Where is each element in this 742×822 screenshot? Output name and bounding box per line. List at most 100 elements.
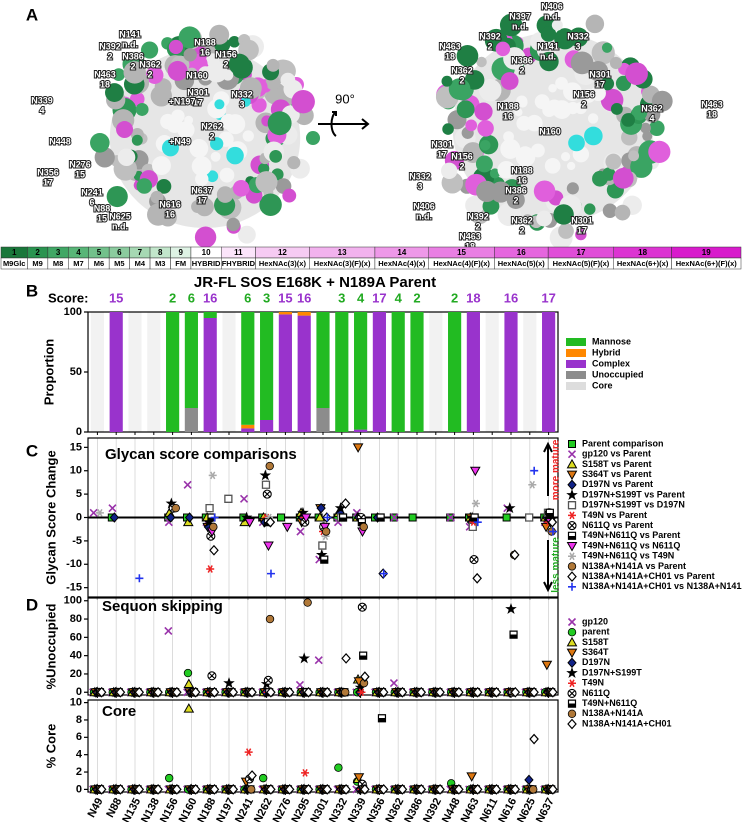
surface-patch: [555, 77, 568, 90]
site-score: 17: [43, 177, 53, 187]
legend-marker: [567, 531, 577, 540]
site-label: N463: [459, 231, 481, 241]
surface-patch: [500, 138, 521, 159]
surface-patch: [475, 155, 493, 173]
bar-segment: [241, 424, 255, 429]
surface-patch: [242, 130, 254, 142]
surface-patch: [255, 171, 278, 194]
surface-patch: [585, 14, 605, 34]
surface-patch: [237, 225, 256, 244]
surface-patch: [210, 137, 224, 151]
legend-marker: [568, 552, 576, 561]
surface-patch: [166, 116, 183, 133]
surface-patch: [239, 77, 262, 100]
legend-label: parent: [582, 627, 610, 637]
data-point: [108, 504, 117, 513]
chart-title: JR-FL SOS E168K + N189A Parent: [194, 274, 436, 291]
data-point: [360, 783, 370, 795]
legend-label: D197N+S199T vs D197N: [582, 500, 685, 510]
score: 3: [263, 290, 270, 305]
data-point: [228, 783, 239, 795]
surface-patch: [499, 13, 523, 37]
legend-label: N138A+N141A+CH01 vs N138A+N141A: [582, 581, 742, 591]
score-label: Score:: [48, 290, 88, 305]
y-axis-label: Proportion: [41, 339, 56, 405]
bar-segment: [260, 420, 274, 432]
surface-patch: [642, 131, 653, 142]
arrow-up: [543, 441, 553, 496]
data-point: [529, 785, 538, 794]
data-point: [469, 466, 481, 477]
data-point: [135, 574, 144, 583]
data-point: [239, 494, 249, 503]
score: 2: [413, 290, 420, 305]
data-point: [183, 678, 195, 689]
annotation: less mature: [551, 537, 562, 593]
data-point: [190, 783, 201, 795]
data-point: [529, 686, 539, 698]
key-name: M9: [32, 259, 42, 268]
data-point: [263, 541, 274, 552]
surface-patch: [643, 106, 661, 123]
site-score: 4: [649, 113, 654, 123]
data-point: [548, 527, 557, 536]
legend-marker: [567, 718, 577, 730]
key-name: HexNAc(4)(F)(x): [433, 259, 490, 268]
data-point: [378, 783, 389, 795]
data-point: [435, 686, 445, 698]
legend-marker: [567, 699, 577, 708]
site-label: N141: [537, 41, 559, 51]
site-label: N332: [409, 171, 431, 181]
y-tick-label: -15: [66, 582, 82, 594]
site-label: N406: [413, 201, 435, 211]
surface-patch: [516, 115, 532, 131]
key-number: 12: [278, 248, 287, 257]
site-score: 17: [437, 149, 447, 159]
legend-swatch: [566, 371, 586, 379]
legend-label: D197N: [582, 657, 610, 667]
site-score: n.d.: [416, 211, 432, 221]
data-point: [171, 503, 180, 513]
data-point: [509, 630, 518, 639]
bar-segment: [184, 312, 198, 408]
site-score: 2: [223, 59, 228, 69]
y-tick-label: 20: [70, 668, 82, 680]
data-point: [244, 748, 253, 756]
surface-patch: [232, 179, 250, 197]
surface-patch: [216, 186, 234, 203]
y-tick-label: 2: [76, 766, 82, 778]
surface-patch: [140, 41, 159, 59]
surface-patch: [214, 99, 225, 110]
surface-patch: [551, 19, 563, 31]
site-label: N448: [49, 136, 71, 146]
data-point: [503, 502, 516, 514]
bar-segment: [203, 318, 217, 432]
surface-patch: [117, 148, 136, 166]
key-name: M9Glc: [3, 259, 26, 268]
site-label: N386: [511, 55, 533, 65]
surface-patch: [131, 134, 143, 146]
data-point: [547, 516, 558, 528]
key-name: HexNAc(6+)(x): [617, 259, 669, 268]
legend-marker: [566, 489, 578, 500]
data-point: [341, 688, 350, 697]
site-score: n.d.: [122, 39, 138, 49]
surface-patch: [554, 28, 576, 50]
y-tick-label: -10: [66, 558, 82, 570]
legend-marker: [567, 501, 577, 510]
surface-patch: [209, 24, 230, 45]
surface-patch: [147, 203, 170, 226]
bar-segment: [316, 408, 330, 432]
surface-patch: [602, 167, 616, 181]
bar-segment: [466, 312, 480, 432]
site-score: 17: [193, 97, 203, 107]
surface-patch: [476, 56, 487, 68]
legend-label: T49N+N611Q vs N611Q: [582, 540, 680, 550]
site-label: N188: [497, 101, 519, 111]
surface-patch: [161, 139, 179, 157]
key-name: M4: [135, 259, 146, 268]
data-point: [472, 783, 483, 795]
data-point: [472, 686, 483, 698]
data-point: [281, 522, 293, 533]
data-point: [223, 677, 235, 689]
